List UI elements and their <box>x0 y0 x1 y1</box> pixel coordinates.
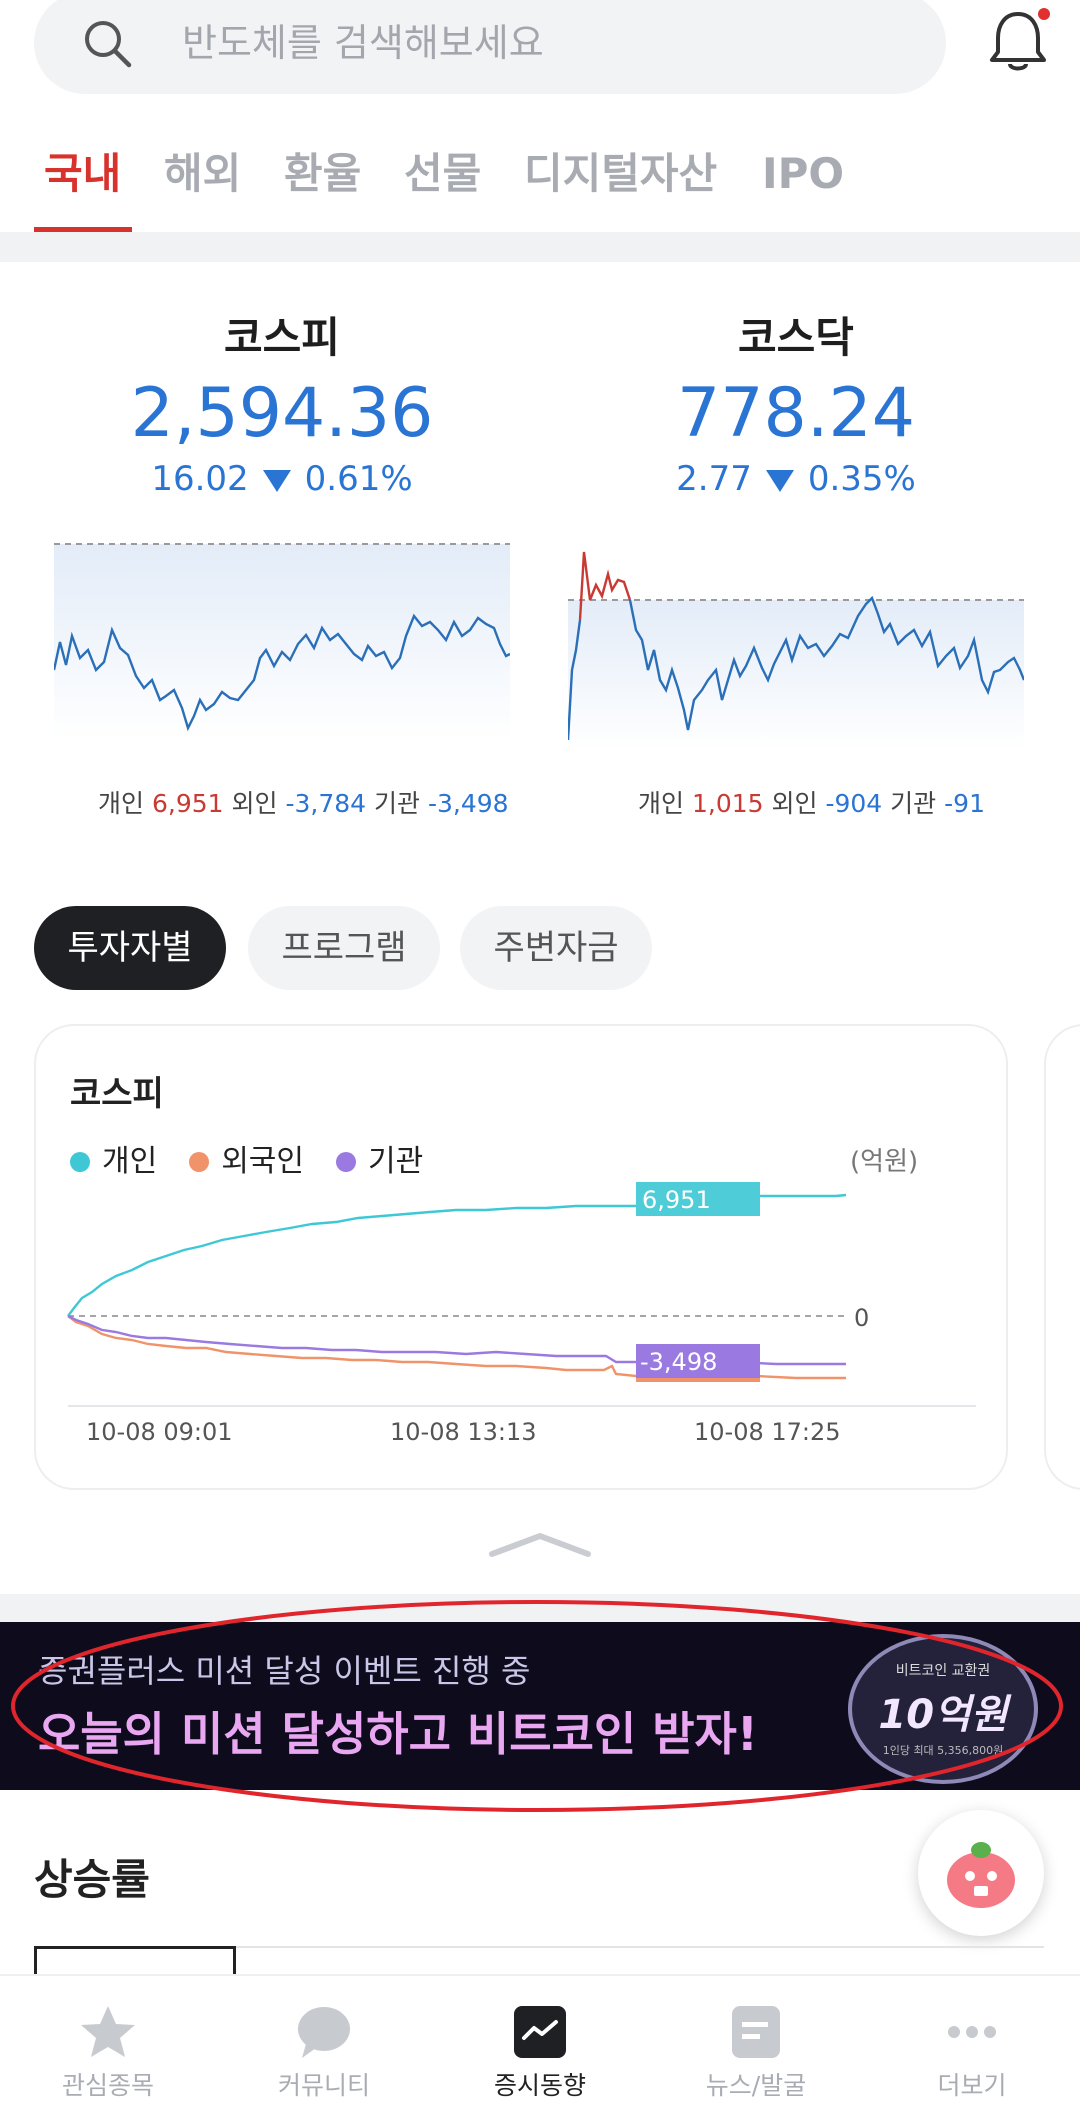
market-trend-icon <box>514 2006 566 2058</box>
rank-tab[interactable] <box>640 1946 842 1974</box>
kosdaq-summary[interactable]: 코스닥 778.24 2.77 0.35% <box>566 310 1026 502</box>
chat-icon <box>298 2007 350 2058</box>
institution-flow: -3,498 <box>427 789 509 818</box>
bottom-nav: 관심종목 커뮤니티 증시동향 뉴스/발굴 더보기 <box>0 1974 1080 2109</box>
kospi-investor-flow: 개인 6,951 외인 -3,784 기관 -3,498 <box>98 789 509 818</box>
foreign-flow: -904 <box>825 789 883 818</box>
kospi-sparkline <box>54 543 510 740</box>
bitcoin-voucher-badge: 비트코인 교환권 10억원 1인당 최대 5,356,800원 <box>848 1634 1038 1784</box>
individual-flow: 6,951 <box>151 789 224 818</box>
bell-icon[interactable] <box>986 6 1050 76</box>
kosdaq-sparkline <box>568 551 1024 750</box>
chart-unit: (억원) <box>850 1147 919 1177</box>
market-tabs: 국내 해외 환율 선물 디지털자산 IPO <box>0 140 1080 232</box>
nav-news[interactable]: 뉴스/발굴 <box>648 1976 864 2109</box>
banner-subtitle: 증권플러스 미션 달성 이벤트 진행 중 <box>38 1652 531 1690</box>
star-icon <box>81 2006 135 2057</box>
legend-item: 기관 <box>336 1142 423 1182</box>
chip-peripheral-funds[interactable]: 주변자금 <box>460 906 652 990</box>
next-chart-card[interactable] <box>1044 1024 1080 1490</box>
chart-legend: 개인 외국인 기관 <box>70 1142 423 1182</box>
kospi-summary[interactable]: 코스피 2,594.36 16.02 0.61% <box>52 310 512 502</box>
nav-market-trend[interactable]: 증시동향 <box>432 1976 648 2109</box>
zero-label: 0 <box>854 1304 869 1332</box>
nav-watchlist[interactable]: 관심종목 <box>0 1976 216 2109</box>
foreign-flow: -3,784 <box>285 789 367 818</box>
end-label-foreign-edge <box>636 1378 760 1382</box>
investor-chart-card[interactable]: 코스피 개인 외국인 기관 (억원) 0 6,951 -3,498 10-08 … <box>34 1024 1008 1490</box>
legend-item: 개인 <box>70 1142 157 1182</box>
x-tick-label: 10-08 13:13 <box>390 1418 537 1446</box>
search-bar[interactable]: 반도체를 검색해보세요 <box>34 0 946 94</box>
tab-exchange-rate[interactable]: 환율 <box>284 149 362 198</box>
series-foreign <box>67 1315 846 1380</box>
end-label-individual-text: 6,951 <box>642 1186 711 1214</box>
tab-overseas[interactable]: 해외 <box>164 149 242 198</box>
down-triangle-icon <box>765 469 794 492</box>
end-label-individual <box>636 1182 760 1216</box>
chart-title: 코스피 <box>70 1074 164 1114</box>
change-percent: 0.35% <box>807 459 916 499</box>
tab-domestic[interactable]: 국내 <box>44 149 122 198</box>
end-label-institution-text: -3,498 <box>640 1348 717 1376</box>
legend-dot <box>70 1152 90 1172</box>
x-tick-label: 10-08 17:25 <box>694 1418 841 1446</box>
mascot-icon <box>947 1842 1015 1908</box>
index-change: 2.77 0.35% <box>566 456 1026 502</box>
news-icon <box>732 2006 780 2058</box>
change-percent: 0.61% <box>304 459 413 499</box>
index-value: 778.24 <box>677 374 915 453</box>
nav-community[interactable]: 커뮤니티 <box>216 1976 432 2109</box>
divider <box>0 1594 1080 1622</box>
chip-by-investor[interactable]: 투자자별 <box>34 906 226 990</box>
index-change: 16.02 0.61% <box>52 456 512 502</box>
x-tick-label: 10-08 09:01 <box>86 1418 233 1446</box>
rank-tabs <box>34 1946 1044 1974</box>
individual-flow: 1,015 <box>691 789 764 818</box>
mascot-fab-button[interactable] <box>918 1810 1044 1936</box>
search-input[interactable]: 반도체를 검색해보세요 <box>182 21 544 65</box>
search-icon <box>85 21 132 68</box>
down-triangle-icon <box>262 469 291 492</box>
legend-dot <box>336 1152 357 1172</box>
notification-dot <box>1038 8 1050 20</box>
tab-digital-assets[interactable]: 디지털자산 <box>524 149 718 198</box>
investor-flow-chart: 0 6,951 -3,498 10-08 09:01 10-08 13:13 1… <box>67 1182 976 1446</box>
index-name: 코스닥 <box>738 313 854 362</box>
institution-flow: -91 <box>944 789 985 818</box>
section-title-rise-rate: 상승률 <box>34 1855 150 1904</box>
kosdaq-investor-flow: 개인 1,015 외인 -904 기관 -91 <box>638 789 985 818</box>
end-label-institution <box>636 1344 760 1378</box>
rank-tab[interactable] <box>842 1946 1044 1974</box>
rank-tab[interactable] <box>34 1946 236 1974</box>
collapse-chevron-icon[interactable] <box>488 1530 592 1558</box>
index-value: 2,594.36 <box>130 374 434 453</box>
legend-dot <box>189 1152 210 1172</box>
rank-tab[interactable] <box>236 1946 438 1974</box>
index-name: 코스피 <box>224 313 340 362</box>
divider <box>0 232 1080 262</box>
tab-futures[interactable]: 선물 <box>404 149 482 198</box>
banner-title: 오늘의 미션 달성하고 비트코인 받자! <box>38 1707 758 1761</box>
nav-more[interactable]: 더보기 <box>864 1976 1080 2109</box>
change-amount: 2.77 <box>676 459 752 499</box>
promo-banner[interactable]: 증권플러스 미션 달성 이벤트 진행 중 오늘의 미션 달성하고 비트코인 받자… <box>0 1622 1080 1790</box>
tab-ipo[interactable]: IPO <box>762 149 845 198</box>
legend-item: 외국인 <box>189 1142 304 1182</box>
change-amount: 16.02 <box>151 459 249 499</box>
chip-program[interactable]: 프로그램 <box>248 906 440 990</box>
rank-tab[interactable] <box>438 1946 640 1974</box>
active-tab-indicator <box>34 227 132 232</box>
more-icon <box>948 2026 996 2038</box>
